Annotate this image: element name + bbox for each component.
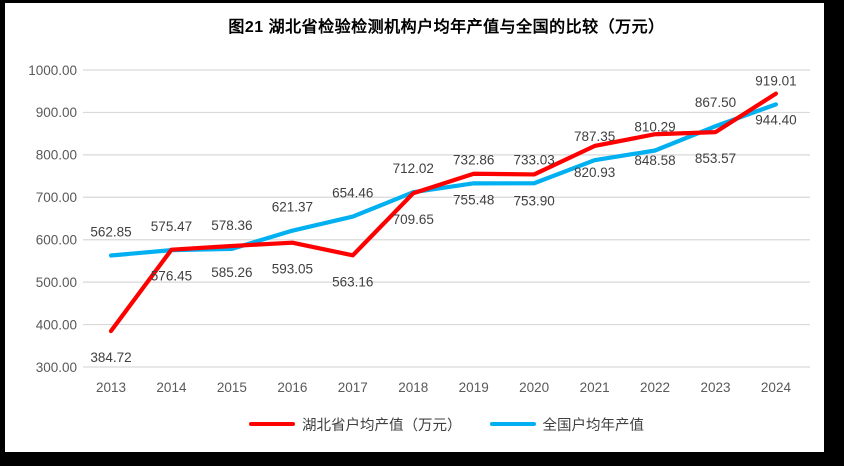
frame-border-right (824, 0, 844, 466)
data-point-label: 867.50 (695, 95, 736, 110)
chart-legend: 湖北省户均产值（万元） 全国户均年产值 (83, 412, 810, 436)
national-line-swatch (489, 421, 536, 427)
data-point-label: 755.48 (453, 193, 494, 208)
y-axis-tick-label: 500.00 (36, 275, 77, 290)
data-point-label: 621.37 (272, 200, 313, 215)
legend-label-national: 全国户均年产值 (542, 417, 645, 434)
frame-border-bottom (0, 452, 844, 466)
y-axis-tick-label: 1000.00 (28, 63, 77, 78)
x-axis-tick-label: 2014 (156, 380, 187, 395)
x-axis-tick-label: 2016 (277, 380, 307, 395)
data-point-label: 384.72 (90, 350, 131, 365)
y-axis-tick-label: 900.00 (36, 105, 77, 120)
data-point-label: 919.01 (755, 73, 796, 88)
data-point-label: 578.36 (211, 218, 252, 233)
x-axis-tick-label: 2017 (338, 380, 368, 395)
hubei-series-line (108, 91, 779, 334)
legend-item-hubei: 湖北省户均产值（万元） (249, 414, 462, 435)
data-point-label: 848.58 (634, 153, 675, 168)
chart-title: 图21 湖北省检验检测机构户均年产值与全国的比较（万元） (228, 19, 665, 36)
x-axis-tick-label: 2013 (96, 380, 126, 395)
data-point-label: 654.46 (332, 186, 373, 201)
data-point-label: 585.26 (211, 265, 252, 280)
x-axis-tick-label: 2022 (640, 380, 670, 395)
legend-item-national: 全国户均年产值 (489, 414, 645, 435)
data-point-label: 712.02 (393, 161, 434, 176)
data-point-label: 820.93 (574, 165, 615, 180)
x-axis-tick-label: 2019 (459, 380, 489, 395)
x-axis-tick-label: 2023 (700, 380, 730, 395)
frame-border-left (0, 0, 5, 466)
y-axis-tick-label: 700.00 (36, 190, 77, 205)
national-series-line (108, 102, 779, 258)
y-axis-tick-label: 600.00 (36, 233, 77, 248)
data-point-label: 562.85 (90, 224, 131, 239)
y-axis-tick-label: 800.00 (36, 148, 77, 163)
frame-border-top (0, 0, 844, 3)
x-axis-tick-label: 2015 (217, 380, 247, 395)
x-axis-tick-label: 2018 (398, 380, 428, 395)
x-axis-tick-label: 2020 (519, 380, 549, 395)
data-point-label: 576.45 (151, 269, 192, 284)
hubei-line-swatch (249, 421, 295, 427)
data-point-label: 853.57 (695, 151, 736, 166)
y-axis-tick-label: 300.00 (36, 360, 77, 375)
data-point-label: 787.35 (574, 129, 615, 144)
data-point-label: 944.40 (755, 113, 796, 128)
x-axis-tick-label: 2021 (580, 380, 610, 395)
x-axis-tick-label: 2024 (761, 380, 792, 395)
data-point-label: 733.03 (514, 152, 555, 167)
data-point-label: 563.16 (332, 274, 373, 289)
data-point-label: 810.29 (634, 119, 675, 134)
data-point-label: 575.47 (151, 219, 192, 234)
data-point-label: 593.05 (272, 262, 313, 277)
data-point-label: 753.90 (514, 193, 555, 208)
data-point-label: 709.65 (393, 212, 434, 227)
data-point-label: 732.86 (453, 152, 494, 167)
legend-label-hubei: 湖北省户均产值（万元） (302, 417, 462, 434)
y-axis-tick-label: 400.00 (36, 317, 77, 332)
